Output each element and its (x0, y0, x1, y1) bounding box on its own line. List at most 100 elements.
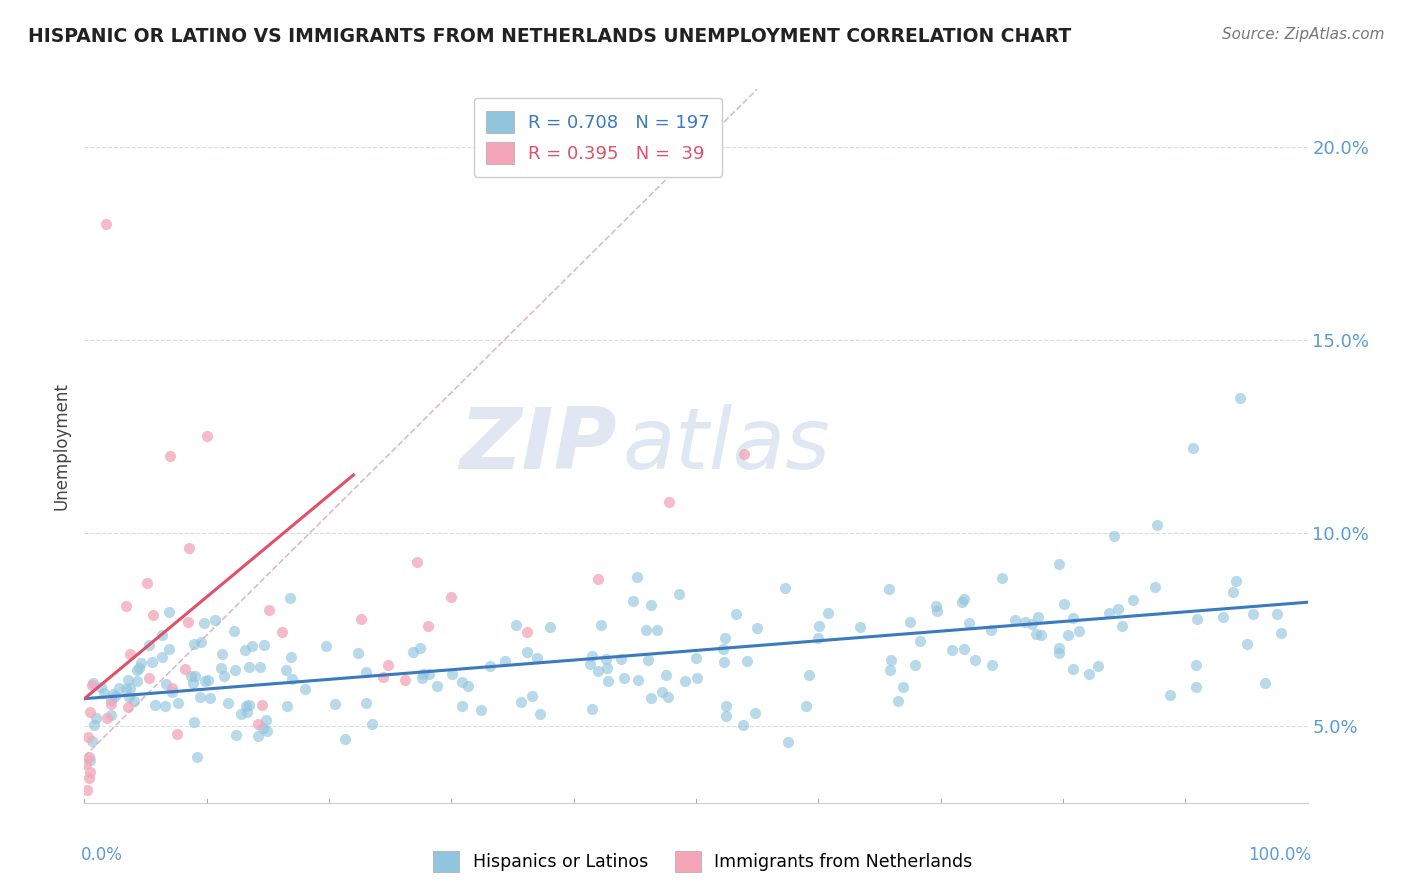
Point (217, 696, 239, 710)
Point (716, 708, 738, 723)
Point (373, 670, 395, 684)
Point (411, 671, 433, 685)
Point (627, 673, 650, 688)
Point (184, 669, 207, 683)
Point (1047, 646, 1070, 660)
Point (79, 705, 101, 719)
Point (100, 692, 122, 706)
Point (1047, 558, 1070, 572)
Point (1014, 615, 1036, 629)
Point (159, 449, 181, 463)
Point (280, 650, 302, 665)
Point (238, 659, 260, 673)
Point (426, 679, 449, 693)
Point (724, 607, 747, 622)
Point (655, 667, 678, 681)
Point (776, 735, 799, 749)
Point (440, 590, 463, 604)
Point (980, 623, 1002, 637)
Point (153, 699, 176, 714)
Point (925, 604, 948, 618)
Point (377, 657, 399, 672)
Point (138, 671, 160, 685)
Point (114, 599, 136, 614)
Point (1225, 574, 1247, 588)
Point (520, 689, 543, 703)
Point (77, 730, 100, 744)
Point (186, 750, 208, 764)
Point (807, 631, 830, 645)
Point (135, 575, 157, 590)
Point (470, 703, 492, 717)
Point (246, 730, 269, 744)
Point (529, 706, 551, 721)
Point (1102, 529, 1125, 543)
Point (731, 717, 754, 731)
Point (950, 595, 973, 609)
Point (101, 688, 124, 702)
Point (589, 618, 612, 632)
Point (745, 621, 768, 635)
Point (877, 582, 900, 596)
Point (278, 591, 301, 605)
Point (1077, 666, 1099, 681)
Point (1222, 584, 1244, 599)
Point (79, 764, 101, 779)
Point (198, 690, 221, 705)
Point (100, 707, 122, 722)
Point (1146, 518, 1168, 533)
Legend: R = 0.708   N = 197, R = 0.395   N =  39: R = 0.708 N = 197, R = 0.395 N = 39 (474, 98, 723, 177)
Point (117, 673, 139, 687)
Point (1062, 662, 1084, 676)
Point (233, 643, 256, 657)
Point (406, 555, 429, 569)
Point (586, 572, 609, 586)
Point (323, 698, 346, 712)
Point (1021, 617, 1043, 632)
Point (335, 731, 357, 746)
Point (1270, 626, 1292, 640)
Point (1185, 657, 1208, 672)
Legend: Hispanics or Latinos, Immigrants from Netherlands: Hispanics or Latinos, Immigrants from Ne… (426, 844, 980, 879)
Point (1031, 627, 1053, 641)
Point (1111, 618, 1133, 632)
Point (166, 696, 188, 710)
Point (925, 599, 948, 614)
Point (160, 681, 183, 695)
Point (197, 673, 219, 687)
Point (1087, 659, 1109, 673)
Point (609, 651, 631, 665)
Point (79, 753, 101, 767)
Y-axis label: Unemployment: Unemployment (52, 382, 70, 510)
Point (440, 667, 463, 681)
Point (1052, 597, 1074, 611)
Point (673, 673, 696, 688)
Point (526, 651, 548, 665)
Point (581, 702, 603, 716)
Point (138, 638, 160, 652)
Point (183, 714, 205, 729)
Point (634, 623, 657, 637)
Point (127, 664, 149, 678)
Point (177, 615, 200, 629)
Point (799, 668, 821, 682)
Point (613, 671, 636, 685)
Point (1185, 680, 1208, 694)
Point (294, 682, 316, 697)
Point (104, 689, 127, 703)
Point (1004, 613, 1026, 627)
Point (658, 495, 681, 509)
Text: 0.0%: 0.0% (80, 846, 122, 863)
Point (280, 672, 302, 686)
Point (246, 717, 269, 731)
Point (640, 599, 662, 613)
Point (879, 663, 901, 677)
Point (713, 631, 735, 645)
Point (274, 663, 297, 677)
Point (1212, 610, 1234, 624)
Point (596, 673, 619, 688)
Point (347, 646, 370, 660)
Point (252, 721, 274, 735)
Point (409, 640, 432, 655)
Point (188, 690, 211, 704)
